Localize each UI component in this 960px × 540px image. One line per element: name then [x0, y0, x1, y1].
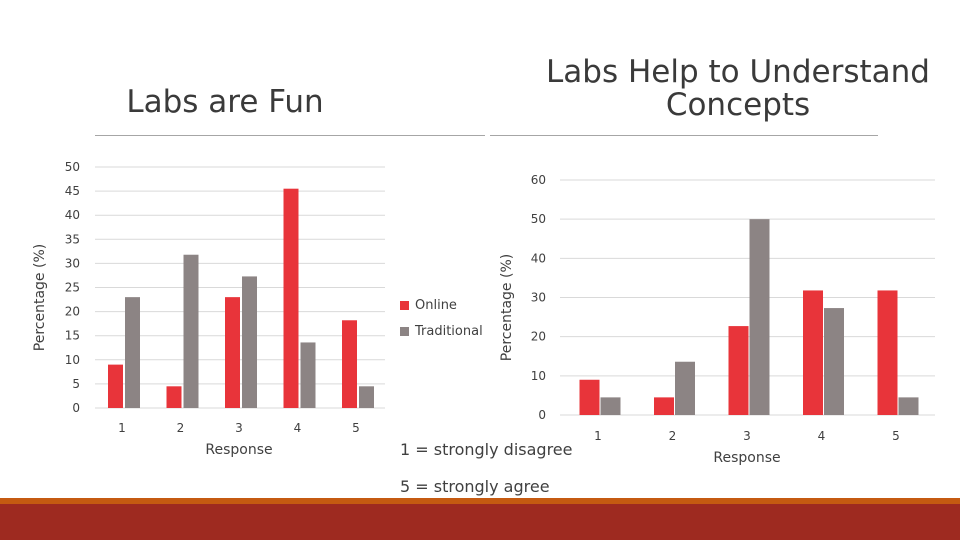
bar-traditional-3: [749, 219, 770, 415]
y-tick-label: 25: [65, 281, 80, 295]
bar-online-4: [803, 290, 823, 415]
y-tick-label: 20: [531, 330, 546, 344]
y-tick-label: 5: [72, 377, 80, 391]
x-tick-label: 1: [594, 429, 602, 443]
y-tick-label: 45: [65, 184, 80, 198]
bar-traditional-3: [242, 276, 257, 408]
y-tick-label: 15: [65, 329, 80, 343]
legend-item-online: Online: [400, 292, 483, 318]
bar-online-2: [166, 386, 182, 408]
bar-traditional-4: [824, 308, 844, 415]
bar-online-3: [225, 297, 240, 408]
x-tick-label: 4: [294, 421, 302, 435]
y-tick-label: 30: [65, 256, 80, 270]
bar-traditional-1: [125, 297, 140, 408]
bar-online-3: [728, 326, 749, 415]
y-tick-label: 60: [531, 173, 546, 187]
footer-band: [0, 504, 960, 540]
x-tick-label: 1: [118, 421, 126, 435]
bar-online-4: [283, 188, 299, 408]
bar-online-1: [579, 379, 600, 415]
bar-traditional-1: [600, 397, 621, 415]
bar-online-5: [342, 320, 357, 408]
bar-traditional-2: [675, 361, 695, 415]
x-tick-label: 4: [818, 429, 826, 443]
title-divider-left: [95, 135, 485, 136]
bar-traditional-5: [898, 397, 919, 415]
y-tick-label: 40: [531, 251, 546, 265]
y-tick-label: 35: [65, 232, 80, 246]
bar-online-5: [877, 290, 898, 415]
bar-online-2: [654, 397, 674, 415]
legend: Online Traditional: [400, 292, 483, 344]
legend-item-traditional: Traditional: [400, 318, 483, 344]
y-axis-title: Percentage (%): [32, 244, 48, 351]
legend-label-traditional: Traditional: [415, 323, 483, 339]
x-tick-label: 2: [177, 421, 185, 435]
y-tick-label: 0: [538, 408, 546, 422]
bar-online-1: [108, 364, 123, 408]
left-chart-title: Labs are Fun: [126, 84, 324, 120]
legend-swatch-traditional: [400, 326, 409, 336]
x-tick-label: 2: [669, 429, 677, 443]
y-tick-label: 10: [531, 369, 546, 383]
x-tick-label: 3: [743, 429, 751, 443]
x-tick-label: 3: [235, 421, 243, 435]
bar-traditional-4: [300, 342, 316, 408]
scale-note-disagree: 1 = strongly disagree: [400, 440, 573, 459]
footer-accent-bar: [0, 498, 960, 504]
x-axis-title: Response: [713, 450, 780, 466]
y-axis-title: Percentage (%): [499, 254, 515, 361]
y-tick-label: 10: [65, 353, 80, 367]
scale-note-agree: 5 = strongly agree: [400, 477, 550, 496]
y-tick-label: 40: [65, 208, 80, 222]
x-tick-label: 5: [352, 421, 360, 435]
y-tick-label: 20: [65, 305, 80, 319]
legend-label-online: Online: [415, 297, 457, 313]
legend-swatch-online: [400, 300, 409, 310]
right-chart-title: Labs Help to Understand Concepts: [546, 54, 930, 123]
x-tick-label: 5: [892, 429, 900, 443]
x-axis-title: Response: [205, 442, 272, 458]
bar-traditional-2: [183, 254, 199, 408]
y-tick-label: 0: [72, 401, 80, 415]
title-divider-right: [490, 135, 878, 136]
y-tick-label: 50: [531, 212, 546, 226]
y-tick-label: 30: [531, 291, 546, 305]
y-tick-label: 50: [65, 160, 80, 174]
bar-traditional-5: [359, 386, 374, 408]
